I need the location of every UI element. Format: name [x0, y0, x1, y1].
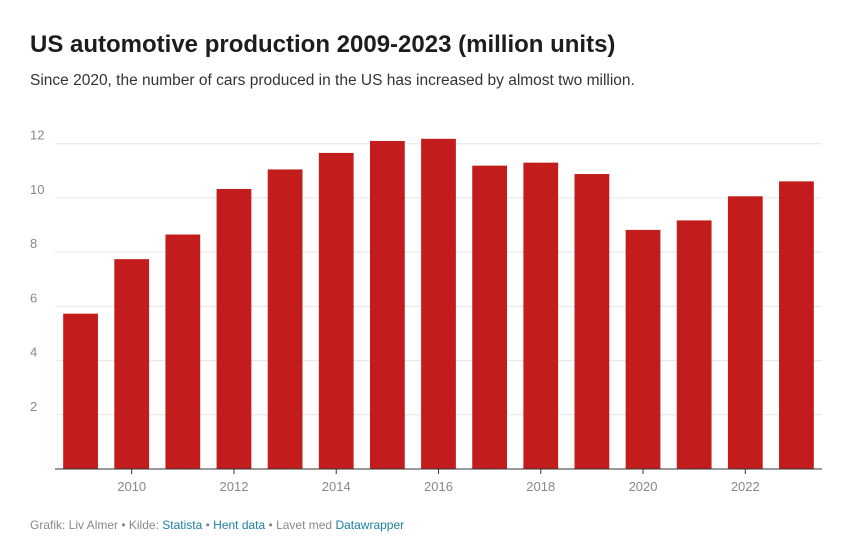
bar-2019 [574, 174, 610, 470]
bar-chart: 2 4 6 8 10 12 2010 2012 2014 2016 2018 2020 2022 [30, 128, 822, 494]
bar-2021 [676, 220, 712, 469]
y-tick-label: 10 [30, 182, 44, 197]
y-tick-label: 6 [30, 290, 37, 305]
x-tick-label: 2018 [526, 479, 555, 494]
source-link[interactable]: Statista [162, 518, 203, 532]
bar-2013 [267, 169, 303, 469]
bar-2015 [369, 140, 405, 469]
y-axis-ticks: 2 4 6 8 10 12 [30, 128, 44, 414]
y-tick-label: 4 [30, 345, 37, 360]
footer-credit: Grafik: Liv Almer • Kilde: [30, 518, 163, 532]
bar-2012 [216, 188, 252, 470]
footer-separator: • [202, 518, 214, 532]
bar-2011 [165, 234, 201, 469]
bar-2016 [421, 138, 456, 470]
bar-2020 [625, 229, 661, 469]
bar-2023 [779, 181, 814, 469]
chart-title: US automotive production 2009-2023 (mill… [30, 31, 616, 58]
x-tick-label: 2012 [220, 479, 249, 494]
chart-subtitle: Since 2020, the number of cars produced … [30, 72, 635, 89]
get-data-link[interactable]: Hent data [213, 518, 266, 532]
y-tick-label: 8 [30, 236, 37, 251]
bar-2017 [472, 165, 508, 469]
x-tick-label: 2014 [322, 479, 351, 494]
datawrapper-link[interactable]: Datawrapper [335, 518, 405, 532]
bar-2018 [523, 162, 559, 469]
bar-2022 [727, 196, 763, 469]
bar-2010 [114, 259, 150, 469]
y-tick-label: 2 [30, 399, 37, 414]
bar-2009 [63, 313, 98, 469]
x-tick-label: 2016 [424, 479, 453, 494]
y-tick-label: 12 [30, 128, 44, 143]
x-tick-label: 2020 [629, 479, 658, 494]
bar-2014 [318, 152, 354, 469]
x-tick-label: 2010 [117, 479, 146, 494]
x-axis-ticks: 2010 2012 2014 2016 2018 2020 2022 [117, 469, 760, 494]
footer: Grafik: Liv Almer • Kilde: Statista • He… [30, 518, 404, 532]
x-tick-label: 2022 [731, 479, 760, 494]
bars [63, 138, 814, 470]
footer-made-with: • Lavet med [265, 518, 336, 532]
